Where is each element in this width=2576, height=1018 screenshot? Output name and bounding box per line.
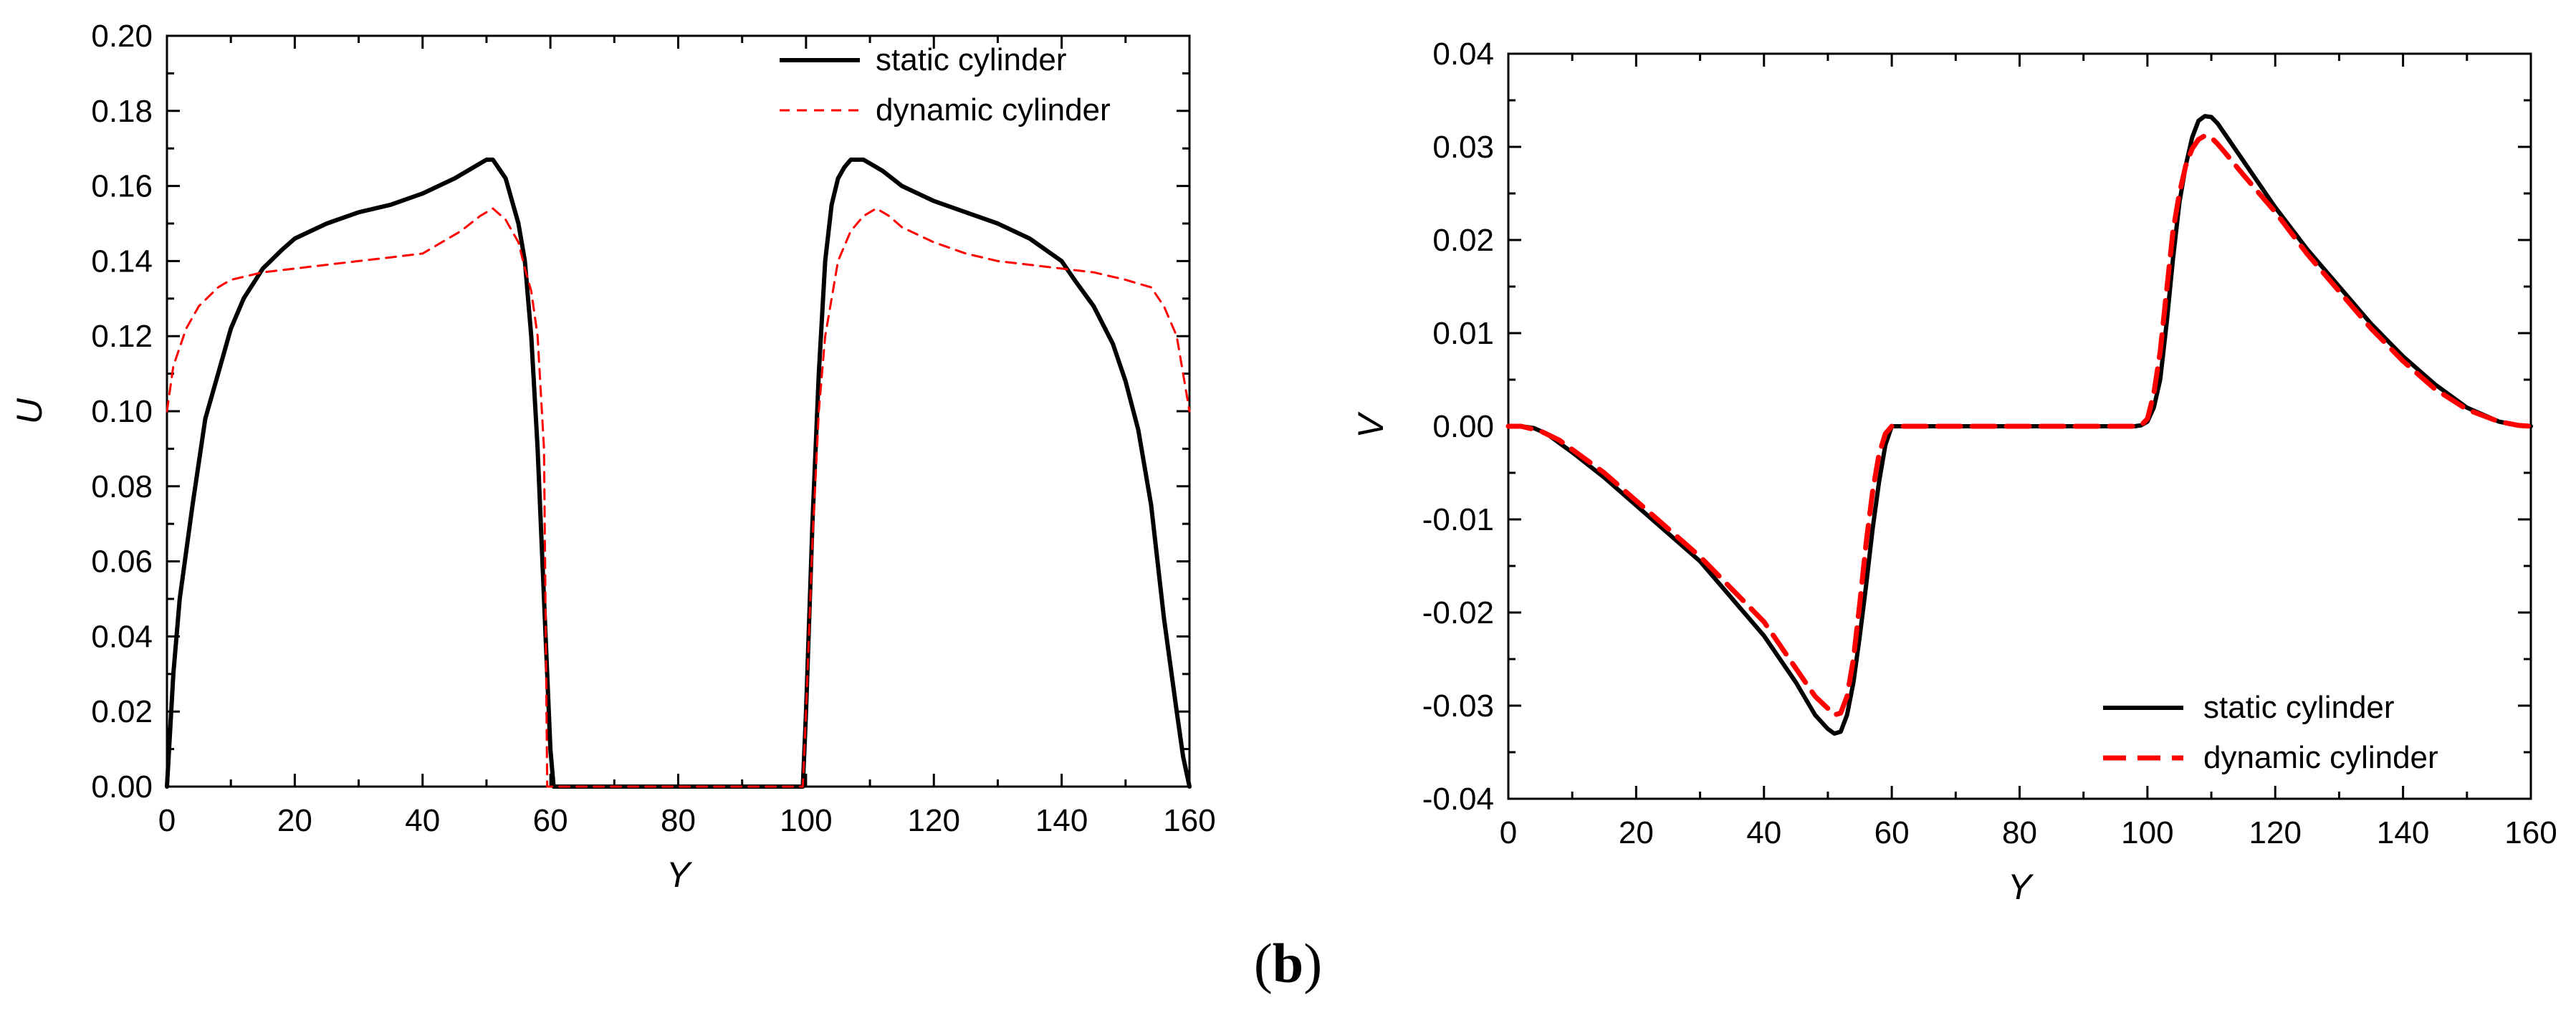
- y-tick-label: 0.10: [91, 394, 153, 429]
- y-tick-label: -0.02: [1422, 595, 1494, 630]
- y-tick-label: 0.01: [1432, 316, 1494, 351]
- y-tick-label: -0.01: [1422, 502, 1494, 537]
- series-line-dynamic: [1505, 133, 2534, 718]
- y-tick-label: 0.02: [91, 694, 153, 729]
- y-tick-label: 0.08: [91, 469, 153, 504]
- x-tick-label: 80: [661, 803, 696, 838]
- x-tick-label: 120: [908, 803, 960, 838]
- chart-1: 0 20 40 60 80 100 120 140 160 0.00 0.02 0.04 0.06 0.0…: [9, 19, 1216, 895]
- y-tick-label: 0.12: [91, 319, 153, 354]
- y-tick-label: 0.04: [1432, 37, 1494, 72]
- y-tick-label: -0.04: [1422, 782, 1494, 817]
- y-tick-label: 0.16: [91, 169, 153, 204]
- y-axis-title: V: [1351, 411, 1391, 438]
- x-tick-label: 120: [2249, 815, 2302, 850]
- x-tick-label: 100: [780, 803, 832, 838]
- caption-open: (: [1253, 932, 1273, 994]
- legend-label-dynamic: dynamic cylinder: [876, 92, 1111, 128]
- y-tick-label: 0.03: [1432, 130, 1494, 165]
- caption-close: ): [1303, 932, 1323, 994]
- x-tick-label: 40: [405, 803, 440, 838]
- y-axis-title: U: [9, 398, 49, 424]
- x-tick-label: 160: [2504, 815, 2557, 850]
- x-tick-label: 20: [277, 803, 312, 838]
- y-tick-label: 0.18: [91, 94, 153, 129]
- y-tick-label: 0.04: [91, 619, 153, 654]
- x-tick-label: 0: [1500, 815, 1517, 850]
- y-tick-label: 0.00: [1432, 409, 1494, 444]
- x-tick-label: 20: [1619, 815, 1654, 850]
- y-tick-label: -0.03: [1422, 688, 1494, 724]
- chart-2: 0 20 40 60 80 100 120 140 160 -0.04 -0.03 -0.02 -0.0…: [1351, 37, 2557, 907]
- x-tick-label: 100: [2121, 815, 2173, 850]
- x-tick-label: 160: [1163, 803, 1215, 838]
- y-tick-label: 0.00: [91, 769, 153, 805]
- plot-frame: [166, 34, 1191, 788]
- y-tick-label: 0.20: [91, 19, 153, 54]
- y-tick-label: 0.14: [91, 244, 153, 279]
- y-tick-label: 0.06: [91, 544, 153, 580]
- x-tick-label: 80: [2002, 815, 2037, 850]
- x-tick-label: 40: [1746, 815, 1781, 850]
- legend-label-static: static cylinder: [2203, 690, 2395, 725]
- x-tick-label: 60: [1874, 815, 1910, 850]
- x-tick-label: 140: [2377, 815, 2429, 850]
- x-axis-title: Y: [2008, 867, 2034, 907]
- caption-letter: b: [1272, 932, 1304, 994]
- legend-label-static: static cylinder: [876, 42, 1067, 77]
- legend-label-dynamic: dynamic cylinder: [2203, 740, 2438, 775]
- x-tick-label: 60: [533, 803, 568, 838]
- series-line-static: [165, 157, 1192, 789]
- series-line-dynamic: [166, 207, 1191, 788]
- x-tick-label: 0: [158, 803, 176, 838]
- y-tick-label: 0.02: [1432, 223, 1494, 258]
- x-tick-label: 140: [1035, 803, 1088, 838]
- figure-caption: (b): [0, 931, 2576, 996]
- x-axis-title: Y: [666, 855, 693, 895]
